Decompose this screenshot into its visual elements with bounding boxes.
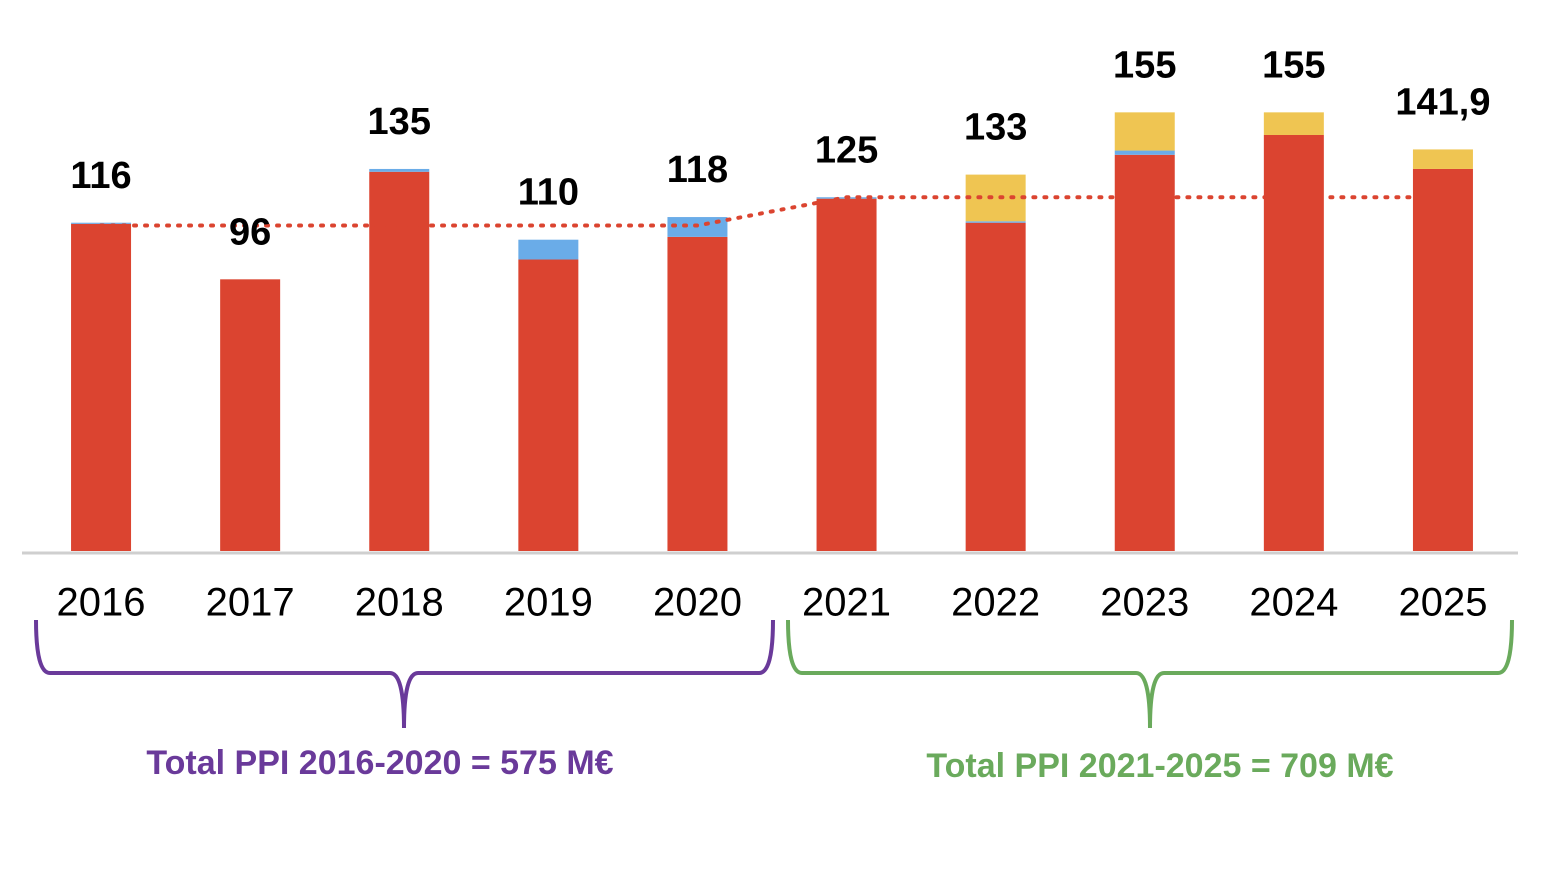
total-label: 116 — [70, 155, 131, 197]
total-label: 135 — [368, 101, 431, 143]
x-tick-label: 2016 — [57, 581, 146, 625]
annotation: Total PPI 2021-2025 = 709 M€ — [926, 747, 1393, 785]
x-tick-label: 2021 — [802, 581, 891, 625]
bar-segment — [1412, 168, 1473, 551]
bar-segment — [816, 198, 877, 552]
bar-segment — [1263, 134, 1324, 552]
bar-segment — [369, 168, 430, 172]
total-label: 96 — [229, 211, 271, 253]
bracket — [34, 619, 775, 729]
total-label: 155 — [1113, 44, 1176, 86]
bar-segment — [518, 259, 579, 551]
bar-segment — [71, 223, 132, 552]
annotation: Total PPI 2016-2020 = 575 M€ — [146, 744, 613, 782]
bracket — [786, 619, 1514, 729]
x-tick-label: 2022 — [951, 581, 1040, 625]
total-label: 110 — [518, 172, 579, 214]
bar-segment — [1263, 112, 1324, 135]
bar-segment — [1412, 149, 1473, 169]
total-label: 118 — [667, 149, 728, 191]
bar-segment — [1114, 112, 1175, 151]
bar-segment — [518, 239, 579, 260]
bar-segment — [667, 236, 728, 551]
total-label: 141,9 — [1395, 81, 1490, 123]
total-label: 125 — [815, 129, 878, 171]
x-tick-label: 2025 — [1398, 581, 1487, 625]
bar-segment — [220, 279, 281, 551]
total-label: 133 — [964, 107, 1027, 149]
x-tick-label: 2019 — [504, 581, 593, 625]
x-tick-label: 2018 — [355, 581, 444, 625]
total-label: 155 — [1262, 44, 1325, 86]
x-tick-label: 2020 — [653, 581, 742, 625]
x-tick-label: 2024 — [1249, 581, 1338, 625]
bar-segment — [965, 222, 1026, 551]
bar-segment — [71, 222, 132, 224]
bar-segment — [1114, 154, 1175, 552]
average-line — [99, 195, 1445, 228]
x-tick-label: 2017 — [206, 581, 295, 625]
bar-segment — [965, 221, 1026, 223]
bar-segment — [369, 171, 430, 551]
x-tick-label: 2023 — [1100, 581, 1189, 625]
bar-segment — [965, 174, 1026, 222]
bar-segment — [1114, 150, 1175, 155]
